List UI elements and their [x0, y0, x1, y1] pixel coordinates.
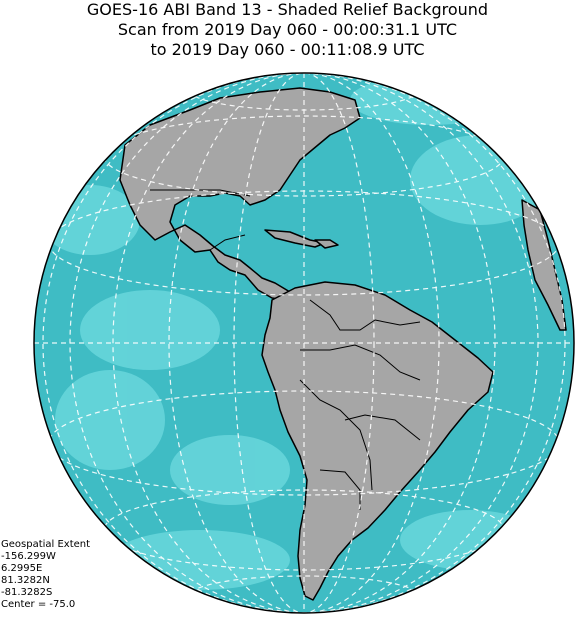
map-title-line-1: GOES-16 ABI Band 13 - Shaded Relief Back… [86, 0, 489, 19]
cuba [264, 229, 326, 248]
south-america [261, 281, 494, 601]
extent-north: 81.3282N [1, 575, 50, 586]
graticule [34, 73, 574, 613]
geospatial-extent-panel: Geospatial Extent -156.299W 6.2995E 81.3… [1, 539, 90, 611]
hispaniola [314, 239, 339, 249]
disk-outline [33, 72, 575, 614]
extent-west: -156.299W [1, 551, 56, 562]
west-africa [521, 199, 567, 331]
country-borders [150, 189, 421, 510]
greenland [560, 20, 575, 70]
extent-east: 6.2995E [1, 563, 43, 574]
extent-south: -81.3282S [1, 587, 53, 598]
extent-heading: Geospatial Extent [1, 539, 91, 550]
map-title-line-2: Scan from 2019 Day 060 - 00:00:31.1 UTC [117, 20, 458, 39]
extent-center: Center = -75.0 [1, 599, 76, 610]
map-title-line-3: to 2019 Day 060 - 00:11:08.9 UTC [150, 40, 425, 59]
